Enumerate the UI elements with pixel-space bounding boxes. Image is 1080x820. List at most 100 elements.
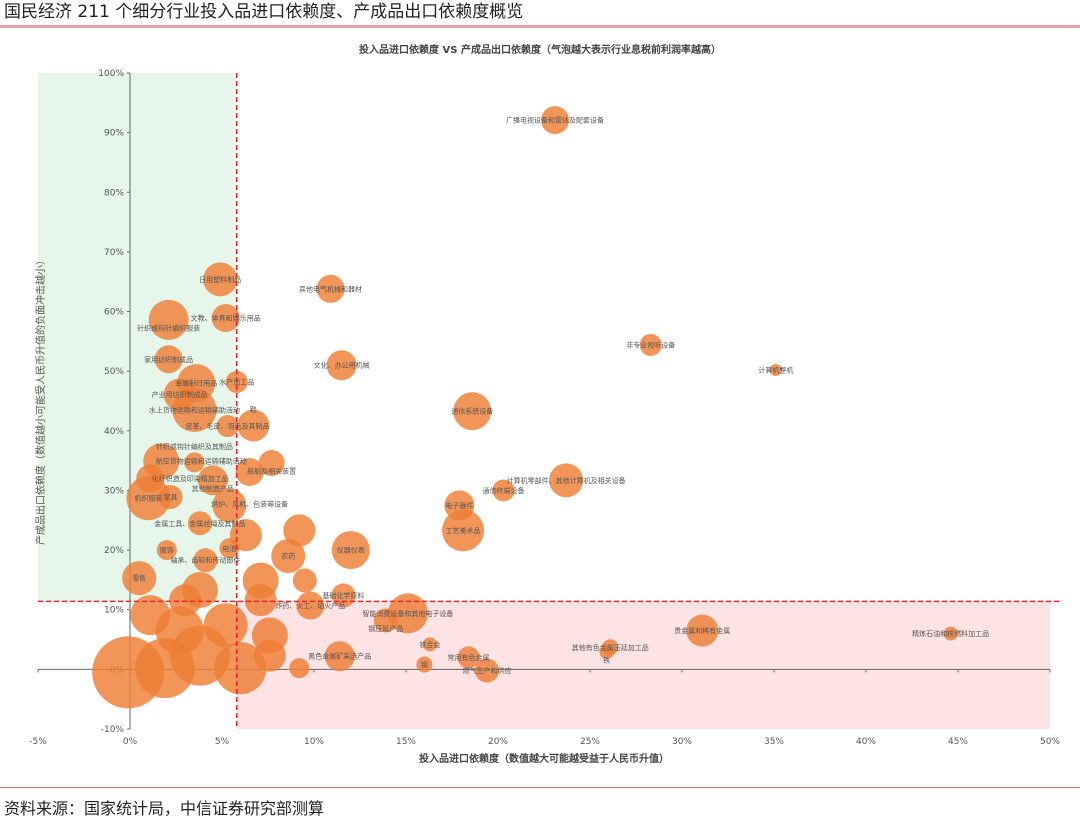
- x-tick-label: 50%: [1040, 737, 1060, 747]
- bubble: [289, 658, 310, 679]
- y-tick-label: 60%: [104, 308, 124, 318]
- bubble: [296, 591, 325, 620]
- x-tick-label: 15%: [396, 737, 416, 747]
- bubble-label: 计算机零部件、其他计算机及相关设备: [507, 476, 626, 485]
- bubble: [258, 450, 285, 477]
- bubble: [492, 479, 515, 502]
- bubble: [416, 656, 433, 673]
- y-tick-label: -10%: [101, 725, 125, 735]
- bubble-label: 航空货物运输和运输辅助活动: [156, 457, 247, 466]
- bubble: [193, 548, 218, 573]
- bubble: [253, 639, 286, 672]
- bubble: [316, 274, 345, 303]
- bubble: [283, 514, 316, 547]
- bubble-label: 其他制造产品: [192, 484, 234, 493]
- bubble-label: 其他有色金属压延加工品: [572, 643, 649, 652]
- y-tick-label: 50%: [104, 367, 124, 377]
- title-divider: [0, 25, 1080, 28]
- bubble-label: 黑色金属矿采选产品: [308, 652, 371, 661]
- bubble-label: 其他电气机械和器材: [299, 284, 362, 293]
- region-low-export-high-import: [236, 601, 1051, 729]
- bubble-chart: 投入品进口依赖度 VS 产成品出口依赖度（气泡越大表示行业息税前利润率越高） -…: [29, 43, 1062, 765]
- bubble: [235, 457, 264, 486]
- bubble: [184, 452, 205, 473]
- x-tick-label: 30%: [672, 737, 692, 747]
- bubble-label: 非专业视听设备: [626, 340, 675, 349]
- bubble: [158, 485, 183, 510]
- bubble-label: 金属工具、金属丝绳及其制品: [154, 519, 245, 528]
- y-tick-label: 90%: [104, 129, 124, 139]
- bubble: [324, 641, 355, 672]
- page-title: 国民经济 211 个细分行业投入品进口依赖度、产成品出口依赖度概览: [4, 2, 524, 22]
- bubble: [639, 333, 662, 356]
- bubble-label: 仪器仪表: [337, 546, 365, 555]
- y-tick-label: 40%: [104, 427, 124, 437]
- bubble: [599, 645, 614, 660]
- x-tick-label: 5%: [215, 737, 230, 747]
- bubble-label: 计算机整机: [758, 365, 793, 374]
- bubble: [169, 584, 202, 617]
- bubble-label: 日用塑料制品: [199, 275, 241, 284]
- bubble: [331, 531, 370, 570]
- bubble-label: 燃气生产和供应: [462, 666, 511, 675]
- bubble: [211, 304, 240, 333]
- bubble: [244, 584, 277, 617]
- bubble: [130, 595, 171, 636]
- bubble: [271, 539, 306, 574]
- bubble-label: 皮革、毛皮、羽毛及其制品: [186, 422, 270, 431]
- bubble: [442, 509, 485, 552]
- bubble: [148, 299, 189, 340]
- bubble: [187, 511, 212, 536]
- bubble-label: 鞋: [250, 405, 257, 414]
- bubble: [422, 637, 437, 652]
- bubble: [769, 363, 782, 376]
- bubble-label: 炸药、火工、焰火产品: [275, 601, 345, 610]
- bubble: [197, 465, 228, 496]
- bubble: [212, 488, 247, 523]
- bubble: [387, 593, 428, 634]
- y-tick-label: 30%: [104, 486, 124, 496]
- bubble: [237, 409, 270, 442]
- bubble-label: 广播电视设备和雷达及配套设备: [506, 116, 604, 125]
- y-tick-label: 20%: [104, 546, 124, 556]
- bubble: [686, 614, 719, 647]
- bubble: [136, 464, 165, 493]
- bubble-label: 服饰: [160, 546, 174, 555]
- bubble-label: 家具: [163, 493, 177, 502]
- bubble-label: 铁: [603, 656, 610, 665]
- bubble-label: 电子器件: [445, 501, 473, 510]
- bubble-label: 电池: [222, 544, 236, 553]
- bubble-label: 通信系统设备: [451, 407, 493, 416]
- bubble: [292, 568, 317, 593]
- chart-title: 投入品进口依赖度 VS 产成品出口依赖度（气泡越大表示行业息税前利润率越高）: [359, 43, 721, 56]
- bubble: [541, 106, 570, 135]
- footer-divider: [0, 787, 1080, 788]
- bubble-label: 常用有色金属: [448, 653, 490, 662]
- bubble-label: 机织服装: [134, 494, 162, 503]
- bubble-label: 文教、体育和娱乐用品: [191, 314, 261, 323]
- bubble: [156, 540, 177, 561]
- bubble-label: 金属制日用品: [175, 379, 217, 388]
- bubble-label: 文化、办公用机械: [314, 361, 370, 370]
- bubble: [163, 378, 196, 411]
- bubble-label: 产业用纺织制成品: [152, 390, 208, 399]
- x-axis-title: 投入品进口依赖度（数值越大可能越受益于人民币升值）: [419, 752, 669, 765]
- bubble-label: 工艺美术品: [446, 526, 481, 535]
- bubble: [203, 262, 238, 297]
- bubble-label: 针织或钩针编织及其制品: [156, 442, 233, 451]
- x-tick-label: 0%: [123, 737, 138, 747]
- bubble: [549, 463, 584, 498]
- bubble: [122, 561, 157, 596]
- bubble-label: 家用纺织制成品: [144, 355, 193, 364]
- bubble-label: 农药: [281, 552, 295, 561]
- bubble: [154, 345, 183, 374]
- bubble: [457, 646, 480, 669]
- y-axis-title: 产成品出口依赖度（数值越小可能受人民币升值的负面冲击越小）: [34, 255, 47, 545]
- bubble-label: 基础化学原料: [322, 591, 364, 600]
- y-tick-label: 10%: [104, 606, 124, 616]
- bubble-label: 钢压延产品: [368, 624, 403, 633]
- x-tick-label: 35%: [764, 737, 784, 747]
- source-note: 资料来源：国家统计局，中信证券研究部测算: [4, 799, 325, 818]
- bubble-label: 钢: [421, 660, 428, 669]
- bubble-label: 针织或钩针编织服装: [137, 323, 200, 332]
